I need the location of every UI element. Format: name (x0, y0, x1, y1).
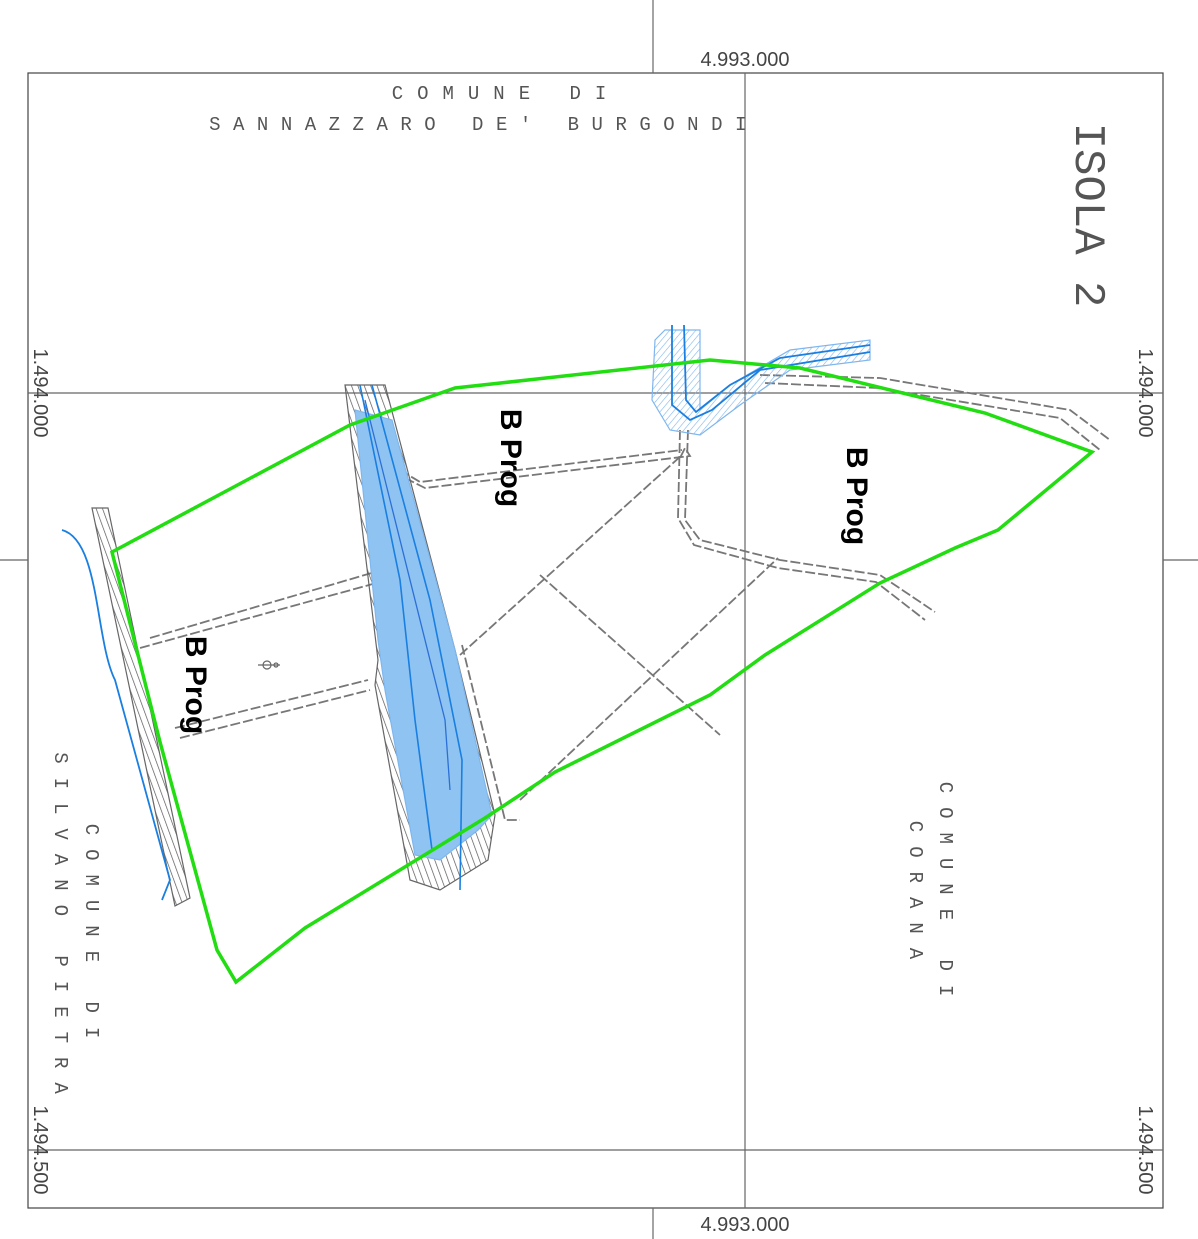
coord-left-upper: 1.494.000 (29, 349, 51, 438)
municipality-west-line2: SILVANO PIETRA (49, 752, 71, 1108)
main-canal (344, 384, 496, 891)
coord-right-upper: 1.494.000 (1134, 349, 1156, 438)
roads (139, 374, 1111, 821)
coord-left-lower: 1.494.500 (29, 1106, 51, 1195)
coord-bottom: 4.993.000 (701, 1214, 790, 1236)
municipality-east-line1: COMUNE DI (934, 782, 956, 1011)
zone-label-east: B Prog (840, 447, 873, 545)
north-channel (651, 324, 871, 436)
west-embankment (61, 507, 191, 907)
zone-label-north: B Prog (494, 409, 527, 507)
coord-top: 4.993.000 (701, 49, 790, 71)
project-boundary (109, 358, 1096, 985)
map-title: ISOLA 2 (1062, 123, 1112, 308)
municipality-north-line1: COMUNE DI (392, 83, 621, 105)
municipality-west-line1: COMUNE DI (80, 824, 102, 1053)
well-symbol (258, 660, 280, 670)
municipality-north-line2: SANNAZZARO DE' BURGONDI (209, 114, 759, 136)
zone-label-west: B Prog (179, 636, 212, 734)
coord-right-lower: 1.494.500 (1134, 1106, 1156, 1195)
map-frame (27, 72, 1164, 1209)
municipality-east-line2: CORANA (904, 821, 926, 973)
